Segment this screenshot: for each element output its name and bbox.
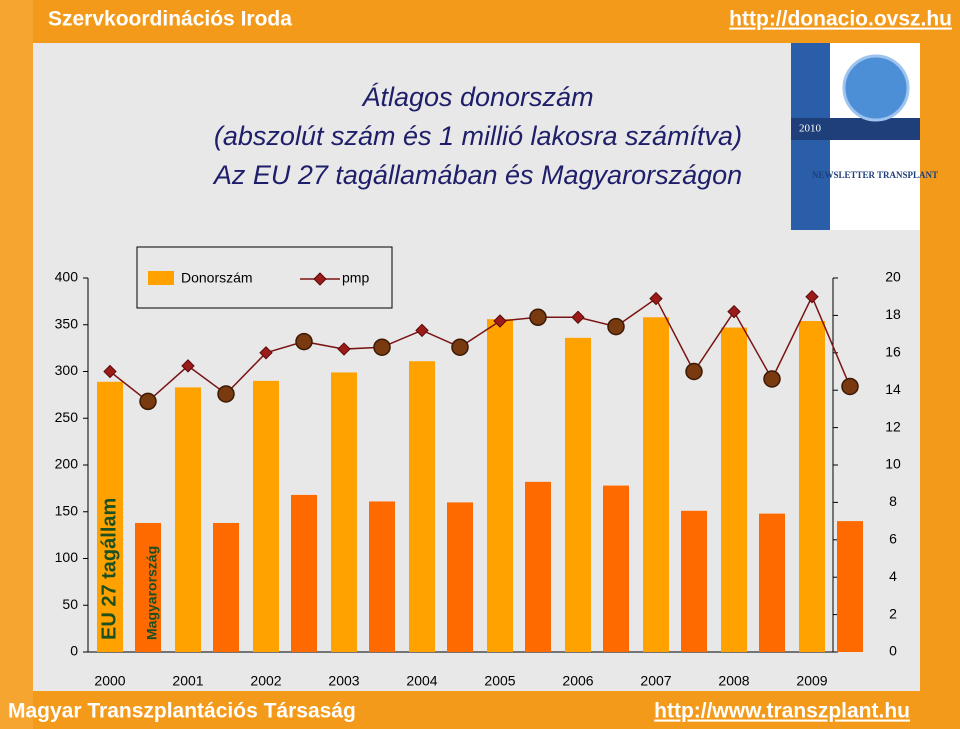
y2-tick-label: 18 bbox=[885, 306, 901, 322]
x-tick-label: 2001 bbox=[172, 673, 203, 689]
y2-tick-label: 8 bbox=[889, 493, 897, 509]
x-tick-label: 2003 bbox=[328, 673, 359, 689]
footer-link[interactable]: http://www.transzplant.hu bbox=[654, 700, 910, 723]
bar bbox=[253, 380, 279, 652]
x-tick-label: 2004 bbox=[406, 673, 437, 689]
bar bbox=[799, 321, 825, 652]
bar bbox=[97, 381, 123, 652]
footer-left: Magyar Transzplantációs Társaság bbox=[8, 700, 356, 723]
y-tick-label: 200 bbox=[55, 456, 79, 472]
globe bbox=[842, 54, 910, 122]
bar bbox=[175, 387, 201, 652]
pmp-marker bbox=[607, 317, 625, 336]
bar bbox=[681, 510, 707, 652]
bar bbox=[135, 522, 161, 652]
pmp-marker bbox=[139, 392, 157, 411]
newsletter-year: 2010 bbox=[799, 123, 822, 135]
pmp-line bbox=[109, 294, 851, 403]
y2-tick-label: 12 bbox=[885, 418, 901, 434]
x-tick-label: 2000 bbox=[94, 673, 125, 689]
y-tick-label: 50 bbox=[62, 596, 78, 612]
legend-box bbox=[136, 246, 393, 309]
pmp-marker bbox=[103, 364, 117, 379]
legend-label: pmp bbox=[342, 270, 369, 286]
pmp-marker bbox=[763, 370, 781, 388]
bar bbox=[643, 317, 669, 652]
legend-marker bbox=[313, 272, 327, 286]
pmp-marker bbox=[649, 291, 663, 306]
pmp-marker bbox=[337, 342, 351, 356]
x-tick-label: 2005 bbox=[484, 673, 515, 689]
y2-tick-label: 6 bbox=[889, 531, 897, 547]
x-tick-label: 2006 bbox=[562, 673, 593, 689]
pmp-marker bbox=[259, 346, 273, 360]
pmp-marker bbox=[217, 385, 235, 403]
bar bbox=[525, 481, 551, 652]
pmp-marker bbox=[181, 359, 195, 373]
bar bbox=[487, 319, 513, 652]
bar bbox=[291, 494, 317, 652]
pmp-marker bbox=[493, 314, 507, 328]
y2-tick-label: 14 bbox=[885, 381, 901, 397]
x-tick-label: 2009 bbox=[796, 673, 827, 689]
title-line: Átlagos donorszám bbox=[360, 82, 593, 112]
bar bbox=[603, 485, 629, 652]
bar bbox=[331, 372, 357, 652]
bar bbox=[565, 337, 591, 652]
pmp-marker bbox=[685, 362, 703, 381]
bar bbox=[837, 521, 863, 652]
x-tick-label: 2007 bbox=[640, 673, 671, 689]
y2-tick-label: 10 bbox=[885, 456, 901, 472]
bar bbox=[447, 502, 473, 652]
header-left: Szervkoordinációs Iroda bbox=[48, 8, 292, 31]
pmp-marker bbox=[841, 377, 859, 396]
header-link[interactable]: http://donacio.ovsz.hu bbox=[729, 8, 952, 31]
pmp-marker bbox=[451, 338, 469, 356]
legend-swatch bbox=[148, 271, 174, 285]
title-line: Az EU 27 tagállamában és Magyarországon bbox=[212, 160, 742, 190]
bar bbox=[369, 501, 395, 652]
group-label: EU 27 tagállam bbox=[98, 498, 120, 640]
y2-tick-label: 4 bbox=[889, 568, 897, 584]
y2-tick-label: 20 bbox=[885, 269, 901, 285]
y2-tick-label: 16 bbox=[885, 344, 901, 360]
bar bbox=[721, 327, 747, 652]
pmp-marker bbox=[727, 304, 741, 319]
newsletter-image: 2010 NEWSLETTER TRANSPLANT bbox=[791, 43, 938, 230]
y-tick-label: 100 bbox=[55, 549, 79, 565]
newsletter-band bbox=[791, 118, 920, 140]
y-tick-label: 250 bbox=[55, 409, 79, 425]
bar bbox=[213, 522, 239, 652]
pmp-marker bbox=[805, 289, 819, 304]
pmp-marker bbox=[373, 338, 391, 356]
newsletter-title: NEWSLETTER TRANSPLANT bbox=[812, 170, 938, 180]
pmp-marker bbox=[571, 310, 585, 324]
pmp-marker bbox=[529, 308, 547, 327]
y-tick-label: 0 bbox=[70, 643, 78, 659]
y-tick-label: 350 bbox=[55, 315, 79, 331]
x-tick-label: 2008 bbox=[718, 673, 749, 689]
title-line: (abszolút szám és 1 millió lakosra számí… bbox=[214, 121, 742, 151]
y2-tick-label: 2 bbox=[889, 605, 897, 621]
pmp-marker bbox=[415, 323, 429, 338]
pmp-marker bbox=[295, 332, 313, 351]
y-tick-label: 400 bbox=[55, 269, 79, 285]
group-label: Magyarország bbox=[144, 546, 160, 640]
legend-label: Donorszám bbox=[181, 270, 253, 286]
bar bbox=[409, 361, 435, 652]
x-tick-label: 2002 bbox=[250, 673, 281, 689]
y-tick-label: 300 bbox=[55, 362, 79, 378]
bar bbox=[759, 513, 785, 652]
y2-tick-label: 0 bbox=[889, 643, 897, 659]
y-tick-label: 150 bbox=[55, 502, 79, 518]
side-strip bbox=[0, 0, 33, 729]
